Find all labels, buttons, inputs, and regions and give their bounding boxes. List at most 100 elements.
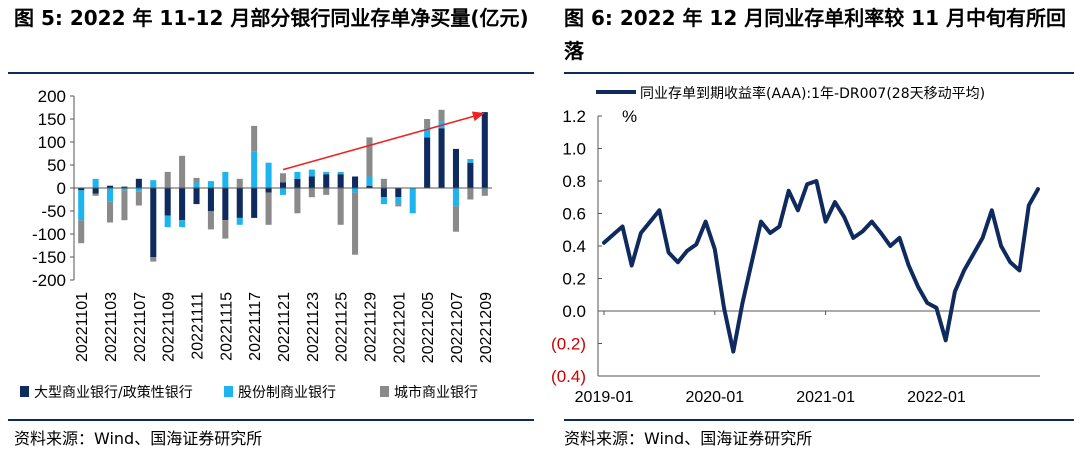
bar-segment xyxy=(107,185,114,188)
x-tick-label: 20221115 xyxy=(218,292,235,361)
bar-segment xyxy=(107,188,114,202)
right-figure-title: 图 6: 2022 年 12 月同业存单利率较 11 月中旬有所回落 xyxy=(564,6,1066,63)
bar-segment xyxy=(323,171,330,175)
legend-label: 大型商业银行/政策性银行 xyxy=(34,384,193,401)
bar-segment xyxy=(150,257,157,262)
x-tick-label: 20221111 xyxy=(190,292,207,360)
y-tick-label: 200 xyxy=(38,87,66,106)
legend-label: 股份制商业银行 xyxy=(238,385,336,401)
bar-segment xyxy=(164,215,171,228)
y-tick-label: -100 xyxy=(32,225,66,244)
bar-segment xyxy=(78,220,85,244)
y-tick-label: 0.6 xyxy=(562,205,586,224)
bar-segment xyxy=(380,197,387,205)
y-tick-label: 150 xyxy=(38,110,66,129)
bar-segment xyxy=(409,188,416,214)
right-bottom-rule xyxy=(564,419,1074,421)
bar-segment xyxy=(222,171,229,188)
bar-segment xyxy=(92,178,99,188)
x-tick-label: 20221103 xyxy=(103,292,120,362)
bar-segment xyxy=(380,188,387,198)
bar-segment xyxy=(366,185,373,188)
bar-segment xyxy=(438,109,445,122)
bar-segment xyxy=(193,188,200,205)
bar-segment xyxy=(222,220,229,239)
x-tick-label: 20221125 xyxy=(334,292,351,362)
bar-segment xyxy=(251,188,258,218)
bar-segment xyxy=(121,188,128,191)
x-tick-label: 20221209 xyxy=(478,292,495,363)
bar-segment xyxy=(265,192,272,225)
bar-segment xyxy=(207,188,214,211)
x-tick-label: 20221107 xyxy=(132,292,149,362)
bar-segment xyxy=(323,174,330,188)
bar-segment xyxy=(236,178,243,188)
bar-segment xyxy=(481,188,488,196)
bar-segment xyxy=(121,186,128,188)
bar-segment xyxy=(452,188,459,207)
line-chart: (0.4) (0.2) 0.0 0.2 0.4 0.6 0.8 1.0 1.2 % 2019-01 2… xyxy=(551,85,1040,406)
x-tick-label: 20221121 xyxy=(276,292,293,362)
bar-segment xyxy=(294,171,301,179)
y-unit-label: % xyxy=(622,107,637,126)
bar-segment xyxy=(395,197,402,205)
bar-segment xyxy=(164,188,171,216)
bar-segment xyxy=(164,171,171,188)
x-tick-label: 20221207 xyxy=(449,292,466,363)
x-tick-label: 20221109 xyxy=(161,292,178,362)
bar-segment xyxy=(467,162,474,188)
bar-segment xyxy=(179,220,186,228)
bar-segment xyxy=(380,178,387,188)
bar-segment xyxy=(265,162,272,188)
bar-segment xyxy=(78,190,85,221)
bar-segment xyxy=(352,188,359,193)
x-tick-label: 2019-01 xyxy=(575,389,634,406)
bar-segment xyxy=(121,190,128,221)
bar-segment xyxy=(135,188,142,192)
legend-label: 同业存单到期收益率(AAA):1年-DR007(28天移动平均) xyxy=(640,85,985,102)
bar-segment xyxy=(207,211,214,230)
y-tick-label: (0.2) xyxy=(551,335,586,354)
bar-segment xyxy=(135,191,142,206)
trend-arrow-line xyxy=(282,115,476,171)
legend-swatch xyxy=(380,386,389,397)
bar-segment xyxy=(337,188,344,225)
bar-segment xyxy=(424,128,431,138)
right-title-rule xyxy=(564,72,1074,74)
right-source-note: 资料来源：Wind、国海证券研究所 xyxy=(564,429,813,448)
left-source-note: 资料来源：Wind、国海证券研究所 xyxy=(14,429,263,448)
y-tick-label: 0.8 xyxy=(562,172,586,191)
left-figure-panel: 图 5: 2022 年 11-12 月部分银行同业存单净买量(亿元) -200-… xyxy=(8,6,534,448)
bar-segment xyxy=(366,176,373,186)
y-tick-label: 50 xyxy=(47,156,66,175)
y-tick-label: 1.0 xyxy=(562,140,586,159)
bar-chart: -200 -150 -100 -50 0 50 100 150 200 20221101 20221… xyxy=(20,87,495,401)
y-tick-label: 0 xyxy=(57,179,66,198)
bar-segment xyxy=(265,188,272,193)
y-tick-label: 0.4 xyxy=(562,237,586,256)
left-bottom-rule xyxy=(8,419,534,421)
left-figure-title: 图 5: 2022 年 11-12 月部分银行同业存单净买量(亿元) xyxy=(14,6,529,30)
bar-segment xyxy=(337,174,344,188)
bar-segment xyxy=(467,159,474,163)
bar-segment xyxy=(395,188,402,198)
y-tick-label: -50 xyxy=(41,202,66,221)
x-tick-label: 20221123 xyxy=(305,292,322,362)
bar-segment xyxy=(294,188,301,214)
trend-arrow-head xyxy=(471,111,485,122)
bar-segment xyxy=(395,204,402,207)
bar-segment xyxy=(424,119,431,129)
y-tick-label: -150 xyxy=(32,248,66,267)
legend-swatch xyxy=(224,386,233,397)
bar-segment xyxy=(279,182,287,188)
y-tick-label: 100 xyxy=(38,133,66,152)
bar-segment xyxy=(337,171,344,175)
bar-segment xyxy=(193,177,200,183)
x-tick-label: 2020-01 xyxy=(685,389,744,406)
right-figure-panel: 图 6: 2022 年 12 月同业存单利率较 11 月中旬有所回落 (0.4)… xyxy=(551,0,1080,452)
series-line xyxy=(602,179,1040,354)
bar-segment xyxy=(279,173,287,183)
bar-segment xyxy=(92,193,99,196)
bar-segment xyxy=(236,188,243,218)
bar-segment xyxy=(438,128,445,188)
